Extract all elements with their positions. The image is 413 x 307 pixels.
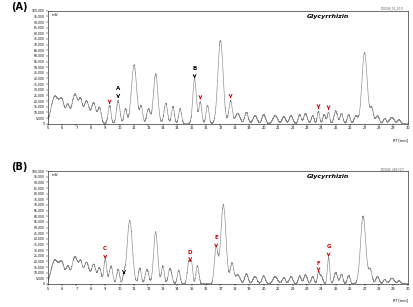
Text: F: F <box>316 261 320 271</box>
Text: E: E <box>214 235 218 247</box>
Text: (A): (A) <box>12 2 28 12</box>
Text: mV: mV <box>51 173 57 177</box>
Text: RT [min]: RT [min] <box>392 138 407 142</box>
Text: (B): (B) <box>12 162 28 172</box>
Text: 1000026_10_2(17): 1000026_10_2(17) <box>380 7 403 11</box>
Text: 1000026_49(6)(17): 1000026_49(6)(17) <box>380 167 403 171</box>
Text: mV: mV <box>51 13 57 17</box>
Text: RT [min]: RT [min] <box>392 299 407 303</box>
Text: A: A <box>116 86 120 97</box>
Text: Glycyrrhizin: Glycyrrhizin <box>306 14 349 19</box>
Text: C: C <box>103 246 107 258</box>
Text: Glycyrrhizin: Glycyrrhizin <box>306 174 349 180</box>
Text: G: G <box>325 244 330 256</box>
Text: D: D <box>188 250 192 261</box>
Text: B: B <box>192 66 196 77</box>
